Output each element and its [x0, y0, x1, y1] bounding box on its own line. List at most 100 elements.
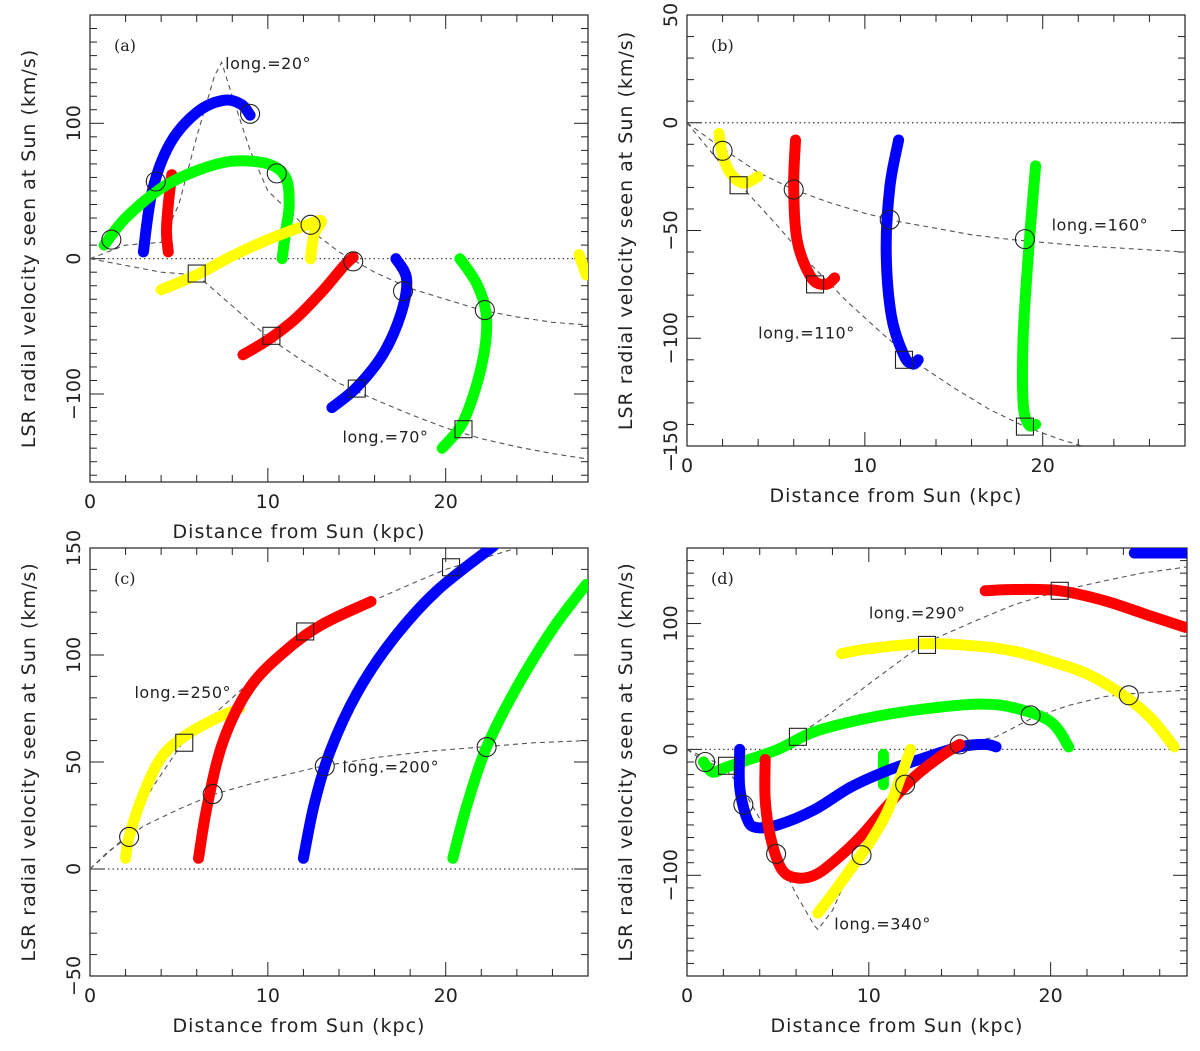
- x-tick-label: 10: [853, 455, 877, 477]
- circle-marker: [266, 163, 287, 184]
- plot-area: [90, 60, 588, 460]
- spiral-arm-track: [836, 638, 1180, 753]
- x-tick-label: 0: [84, 491, 96, 513]
- circle-marker: [766, 843, 787, 864]
- longitude-guide-curve: [90, 258, 588, 460]
- longitude-annotation: long.=160°: [1052, 216, 1149, 235]
- y-tick-label: 150: [63, 530, 85, 566]
- spiral-arm-track: [237, 251, 359, 361]
- y-axis-label: LSR radial velocity seen at Sun (km/s): [615, 562, 637, 961]
- circle-marker: [300, 214, 321, 235]
- spiral-arm-track: [573, 249, 588, 281]
- circle-marker: [733, 794, 754, 815]
- spiral-arm-track: [120, 703, 245, 864]
- chart-panel-4: long.=290° long.=340° (d) 0 10 20 −100 0 100 Dist…: [615, 547, 1188, 1037]
- x-axis-label: Distance from Sun (kpc): [173, 1015, 426, 1037]
- y-tick-label: −: [660, 453, 682, 469]
- x-tick-label: 10: [857, 985, 881, 1007]
- square-marker: [454, 420, 473, 439]
- spiral-arm-track: [759, 738, 966, 884]
- circle-marker: [314, 756, 335, 777]
- y-tick-label: 0: [63, 863, 85, 875]
- longitude-annotation: long.=200°: [343, 758, 440, 777]
- circle-marker: [1020, 705, 1041, 726]
- y-tick-label: 0: [660, 117, 682, 129]
- circle-marker: [1118, 685, 1139, 706]
- square-marker: [296, 622, 315, 641]
- panel-label: (c): [114, 569, 135, 588]
- y-tick-label: −100: [660, 312, 682, 364]
- circle-marker: [949, 734, 970, 755]
- circle-marker: [879, 209, 900, 230]
- chart-panel-1: long.=20° long.=70° (a) 0 10 20 −100 0 100 Distan…: [18, 14, 589, 543]
- y-tick-label: 0: [660, 743, 682, 755]
- square-marker: [788, 727, 807, 746]
- spiral-arm-track: [880, 134, 924, 370]
- y-tick-label: 100: [660, 605, 682, 641]
- y-axis-label: LSR radial velocity seen at Sun (km/s): [18, 562, 40, 961]
- circle-marker: [476, 736, 497, 758]
- panel-label: (d): [711, 569, 734, 588]
- plot-area: [687, 122, 1185, 446]
- longitude-guide-curve: [687, 566, 1187, 767]
- panel-label: (b): [711, 36, 734, 55]
- square-marker: [1050, 581, 1069, 600]
- x-tick-label: 10: [256, 491, 280, 513]
- square-marker: [894, 350, 914, 369]
- square-marker: [187, 264, 206, 283]
- circle-marker: [712, 140, 733, 161]
- square-marker: [262, 326, 281, 345]
- chart-panel-3: long.=250°long.=200°(c)0 10 20−50050100150…: [18, 530, 589, 1037]
- spiral-arm-track: [697, 698, 1075, 778]
- longitude-annotation: long.=290°: [869, 603, 966, 622]
- spiral-arm-track: [297, 548, 499, 864]
- circle-marker: [895, 774, 916, 795]
- spiral-arm-track: [447, 578, 588, 864]
- x-tick-label: 0: [84, 985, 96, 1007]
- longitude-annotation: long.=340°: [834, 914, 931, 933]
- square-marker: [717, 756, 737, 775]
- circle-marker: [343, 251, 364, 272]
- longitude-annotation: long.=20°: [225, 54, 311, 73]
- longitude-annotation: long.=110°: [758, 323, 855, 342]
- y-tick-label: −50: [63, 956, 85, 996]
- circle-marker: [145, 171, 166, 192]
- x-axis-label: Distance from Sun (kpc): [770, 485, 1023, 507]
- square-marker: [1015, 417, 1034, 436]
- square-marker: [175, 733, 194, 752]
- y-tick-label: 100: [63, 637, 85, 673]
- y-tick-label: −150: [660, 420, 682, 472]
- spiral-arm-track: [812, 743, 917, 919]
- longitude-guide-curve: [687, 122, 1185, 253]
- circle-marker: [851, 845, 872, 866]
- x-axis-label: Distance from Sun (kpc): [771, 1015, 1024, 1037]
- spiral-arm-track: [326, 253, 413, 414]
- spiral-arm-track: [979, 583, 1187, 633]
- square-marker: [729, 176, 748, 195]
- y-axis-label: LSR radial velocity seen at Sun (km/s): [18, 49, 40, 448]
- circle-marker: [783, 179, 804, 200]
- longitude-annotation: long.=70°: [343, 428, 429, 447]
- x-tick-label: 0: [681, 455, 693, 477]
- circle-marker: [1014, 229, 1035, 250]
- plot-area: [687, 548, 1187, 931]
- longitude-guide-curve: [90, 548, 518, 870]
- spiral-arm-track: [98, 155, 295, 265]
- y-tick-label: 50: [660, 3, 682, 27]
- x-tick-label: 20: [434, 491, 458, 513]
- y-tick-label: −100: [660, 849, 682, 901]
- circle-marker: [101, 229, 122, 250]
- spiral-arm-track: [155, 215, 327, 296]
- square-marker: [441, 558, 461, 577]
- y-tick-label: 100: [63, 105, 85, 141]
- circle-marker: [202, 784, 223, 805]
- spiral-arm-track: [713, 128, 764, 189]
- x-tick-label: 20: [1039, 985, 1063, 1007]
- spiral-arm-track: [788, 134, 841, 290]
- square-marker: [806, 275, 825, 294]
- square-marker: [917, 635, 937, 654]
- longitude-annotation: long.=250°: [134, 683, 231, 702]
- circle-marker: [240, 103, 261, 124]
- x-tick-label: 20: [434, 985, 458, 1007]
